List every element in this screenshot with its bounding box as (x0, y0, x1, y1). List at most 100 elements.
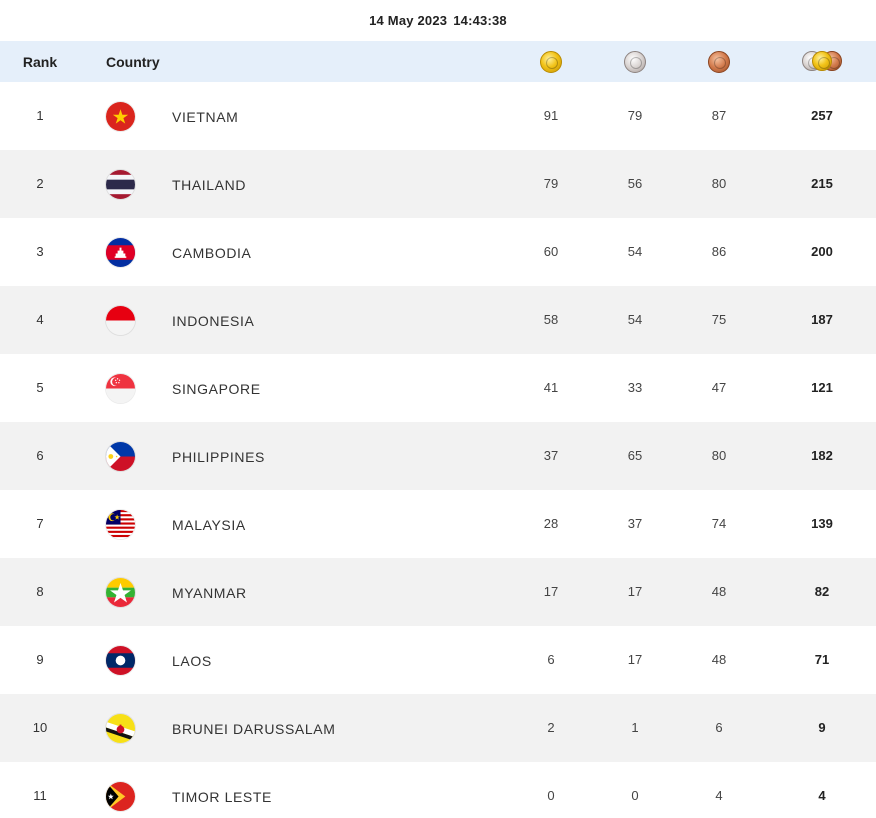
table-row[interactable]: 11 TIMOR LESTE 0 0 4 4 (0, 762, 876, 818)
silver-count: 1 (631, 720, 639, 735)
rank-cell: 5 (36, 380, 44, 395)
total-count: 71 (814, 652, 830, 667)
bronze-count: 87 (711, 108, 727, 123)
gold-count: 60 (543, 244, 559, 259)
silver-count: 33 (627, 380, 643, 395)
gold-count: 58 (543, 312, 559, 327)
table-row[interactable]: 8 MYANMAR 17 17 48 82 (0, 558, 876, 626)
gold-count: 41 (543, 380, 559, 395)
country-name[interactable]: PHILIPPINES (172, 449, 265, 465)
country-name[interactable]: LAOS (172, 653, 212, 669)
bronze-count: 75 (711, 312, 727, 327)
update-date: 14 May 2023 (369, 12, 448, 28)
gold-count: 2 (547, 720, 555, 735)
total-count: 215 (811, 176, 833, 191)
country-name[interactable]: VIETNAM (172, 109, 239, 125)
silver-medal-icon (624, 50, 646, 73)
table-row[interactable]: 9 LAOS 6 17 48 71 (0, 626, 876, 694)
rank-cell: 7 (36, 516, 44, 531)
malaysia-flag-icon (106, 509, 135, 539)
bronze-medal-icon (708, 50, 730, 73)
rank-column-header[interactable]: Rank (22, 53, 58, 70)
country-name[interactable]: BRUNEI DARUSSALAM (172, 721, 336, 737)
bronze-count: 48 (711, 652, 727, 667)
rank-cell: 8 (36, 584, 44, 599)
silver-count: 17 (627, 652, 643, 667)
country-name[interactable]: THAILAND (172, 177, 247, 193)
table-row[interactable]: 6 PHILIPPINES 37 65 80 182 (0, 422, 876, 490)
silver-count: 17 (627, 584, 643, 599)
gold-count: 91 (543, 108, 559, 123)
silver-count: 65 (627, 448, 643, 463)
table-row[interactable]: 10 BRUNEI DARUSSALAM 2 1 6 9 (0, 694, 876, 762)
country-name[interactable]: SINGAPORE (172, 381, 261, 397)
total-count: 4 (818, 788, 826, 803)
rank-cell: 11 (33, 788, 47, 803)
silver-column-header[interactable] (615, 50, 655, 73)
bronze-count: 6 (715, 720, 723, 735)
rank-cell: 10 (32, 720, 48, 735)
table-row[interactable]: 5 SINGAPORE 41 33 47 121 (0, 354, 876, 422)
silver-count: 37 (627, 516, 643, 531)
bronze-column-header[interactable] (699, 50, 739, 73)
gold-count: 79 (543, 176, 559, 191)
silver-count: 54 (627, 312, 643, 327)
table-row[interactable]: 1 VIETNAM 91 79 87 257 (0, 82, 876, 150)
country-name[interactable]: MALAYSIA (172, 517, 246, 533)
rank-cell: 2 (36, 176, 44, 191)
bronze-count: 86 (711, 244, 727, 259)
country-name[interactable]: MYANMAR (172, 585, 247, 601)
gold-count: 6 (547, 652, 555, 667)
gold-count: 0 (547, 788, 555, 803)
total-count: 187 (811, 312, 833, 327)
laos-flag-icon (106, 645, 135, 675)
silver-count: 56 (627, 176, 643, 191)
country-column-header[interactable]: Country (106, 53, 160, 70)
medal-table-header: Rank Country (0, 41, 876, 82)
rank-cell: 4 (36, 312, 44, 327)
bronze-count: 4 (715, 788, 723, 803)
gold-count: 17 (543, 584, 559, 599)
rank-cell: 3 (36, 244, 44, 259)
myanmar-flag-icon (106, 577, 135, 607)
medal-table-body: 1 VIETNAM 91 79 87 257 2 THAILAND 79 56 80 215 3 CAMB… (0, 82, 876, 818)
bronze-count: 80 (711, 448, 727, 463)
total-medals-icon (802, 50, 842, 73)
bronze-count: 48 (711, 584, 727, 599)
silver-count: 0 (631, 788, 639, 803)
timor-leste-flag-icon (106, 781, 135, 811)
total-count: 182 (811, 448, 833, 463)
total-count: 139 (811, 516, 833, 531)
silver-count: 54 (627, 244, 643, 259)
table-row[interactable]: 7 MALAYSIA 28 37 74 139 (0, 490, 876, 558)
bronze-count: 74 (711, 516, 727, 531)
gold-count: 37 (543, 448, 559, 463)
bronze-count: 47 (711, 380, 727, 395)
total-count: 82 (814, 584, 830, 599)
thailand-flag-icon (106, 169, 135, 199)
gold-medal-icon (540, 50, 562, 73)
rank-cell: 1 (36, 108, 44, 123)
country-name[interactable]: TIMOR LESTE (172, 789, 272, 805)
singapore-flag-icon (106, 373, 135, 403)
total-count: 200 (811, 244, 833, 259)
total-count: 121 (811, 380, 833, 395)
last-updated-timestamp: 14 May 2023 14:43:38 (0, 0, 876, 40)
table-row[interactable]: 3 CAMBODIA 60 54 86 200 (0, 218, 876, 286)
table-row[interactable]: 2 THAILAND 79 56 80 215 (0, 150, 876, 218)
vietnam-flag-icon (106, 101, 135, 131)
philippines-flag-icon (106, 441, 135, 471)
country-name[interactable]: CAMBODIA (172, 245, 252, 261)
rank-cell: 6 (36, 448, 44, 463)
gold-column-header[interactable] (531, 50, 571, 73)
table-row[interactable]: 4 INDONESIA 58 54 75 187 (0, 286, 876, 354)
total-count: 257 (811, 108, 833, 123)
update-time: 14:43:38 (453, 12, 507, 28)
total-column-header[interactable] (802, 50, 842, 73)
brunei-flag-icon (106, 713, 135, 743)
cambodia-flag-icon (106, 237, 135, 267)
bronze-count: 80 (711, 176, 727, 191)
silver-count: 79 (627, 108, 643, 123)
country-name[interactable]: INDONESIA (172, 313, 255, 329)
indonesia-flag-icon (106, 305, 135, 335)
